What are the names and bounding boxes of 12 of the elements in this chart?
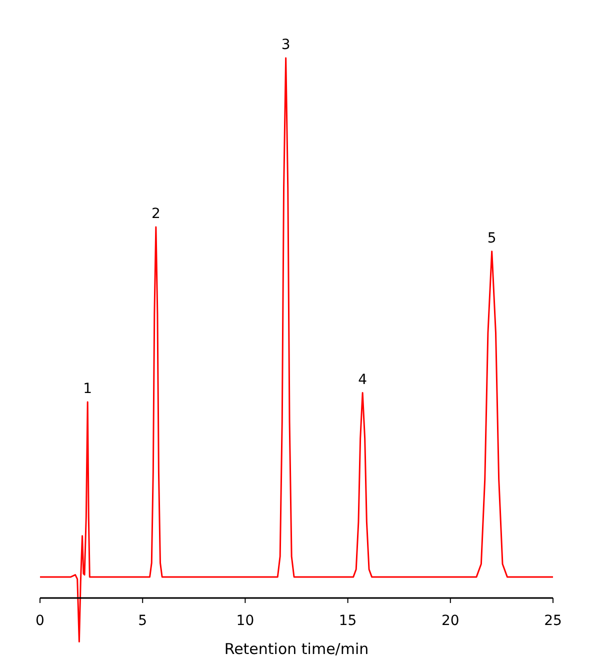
x-tick-label: 5 — [138, 613, 148, 629]
x-axis-title: Retention time/min — [224, 640, 369, 658]
x-tick-label: 10 — [236, 613, 254, 629]
x-tick-label: 0 — [36, 613, 44, 629]
x-tick-label: 15 — [338, 613, 357, 629]
x-tick-label: 25 — [544, 613, 562, 629]
x-tick-label: 20 — [441, 613, 460, 629]
annotation: 3 — [281, 37, 290, 53]
annotation: 5 — [487, 230, 496, 246]
annotation: 1 — [83, 380, 92, 397]
annotation: 4 — [358, 372, 368, 388]
annotation: 2 — [151, 206, 160, 222]
